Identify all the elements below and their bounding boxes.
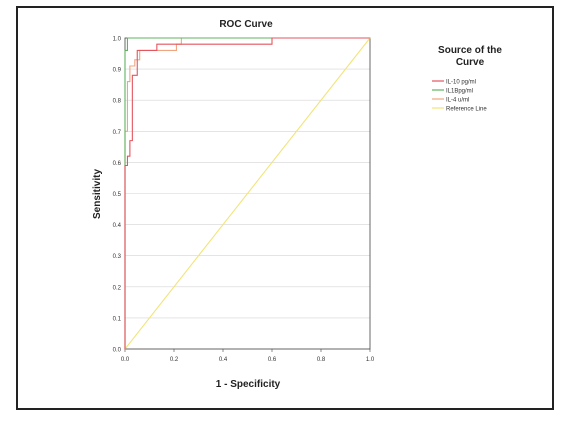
y-tick-label: 0.6 (113, 161, 122, 167)
y-axis-label: Sensitivity (92, 169, 103, 219)
y-tick-label: 0.7 (113, 130, 122, 136)
legend-label: IL-10 pg/ml (446, 79, 476, 85)
y-tick-label: 0.3 (113, 254, 122, 260)
x-tick-label: 0.8 (317, 357, 326, 363)
y-tick-label: 0.9 (113, 68, 122, 74)
y-tick-label: 0.1 (113, 316, 122, 322)
tick-labels: 0.0 0.1 0.2 0.3 0.4 0.5 0.6 0.7 0.8 0.9 1.0 0.0 0.2 0… (113, 37, 375, 364)
series-line-reference-line (124, 37, 371, 350)
x-tick-label: 0.2 (170, 357, 179, 363)
y-tick-label: 0.8 (113, 99, 122, 105)
chart-frame: ROC Curve 0.0 0.1 0.2 0.3 0.4 0.5 0.6 0.7 0.8 0.9… (16, 6, 554, 410)
y-tick-label: 0.2 (113, 285, 122, 291)
series-lines (124, 37, 371, 350)
roc-chart: ROC Curve 0.0 0.1 0.2 0.3 0.4 0.5 0.6 0.7 0.8 0.9… (92, 19, 502, 390)
y-tick-label: 0.0 (113, 348, 122, 354)
y-tick-label: 0.4 (113, 223, 122, 229)
legend: Source of the Curve IL-10 pg/ml IL1Bpg/ml… (432, 45, 502, 112)
x-axis-label: 1 - Specificity (216, 379, 281, 390)
x-tick-label: 0.4 (219, 357, 228, 363)
y-tick-label: 0.5 (113, 192, 122, 198)
series-line-il-10-pg-ml (124, 37, 370, 349)
series-line-il1bpg-ml (124, 37, 370, 349)
x-tick-label: 0.6 (268, 357, 277, 363)
y-tick-label: 1.0 (113, 37, 122, 43)
legend-title: Curve (456, 57, 485, 68)
legend-label: Reference Line (446, 106, 487, 112)
chart-title: ROC Curve (219, 19, 273, 30)
x-tick-label: 1.0 (366, 357, 375, 363)
legend-label: IL1Bpg/ml (446, 88, 473, 94)
legend-label: IL-4 u/ml (446, 97, 469, 103)
legend-title: Source of the (438, 45, 502, 56)
x-tick-label: 0.0 (121, 357, 130, 363)
